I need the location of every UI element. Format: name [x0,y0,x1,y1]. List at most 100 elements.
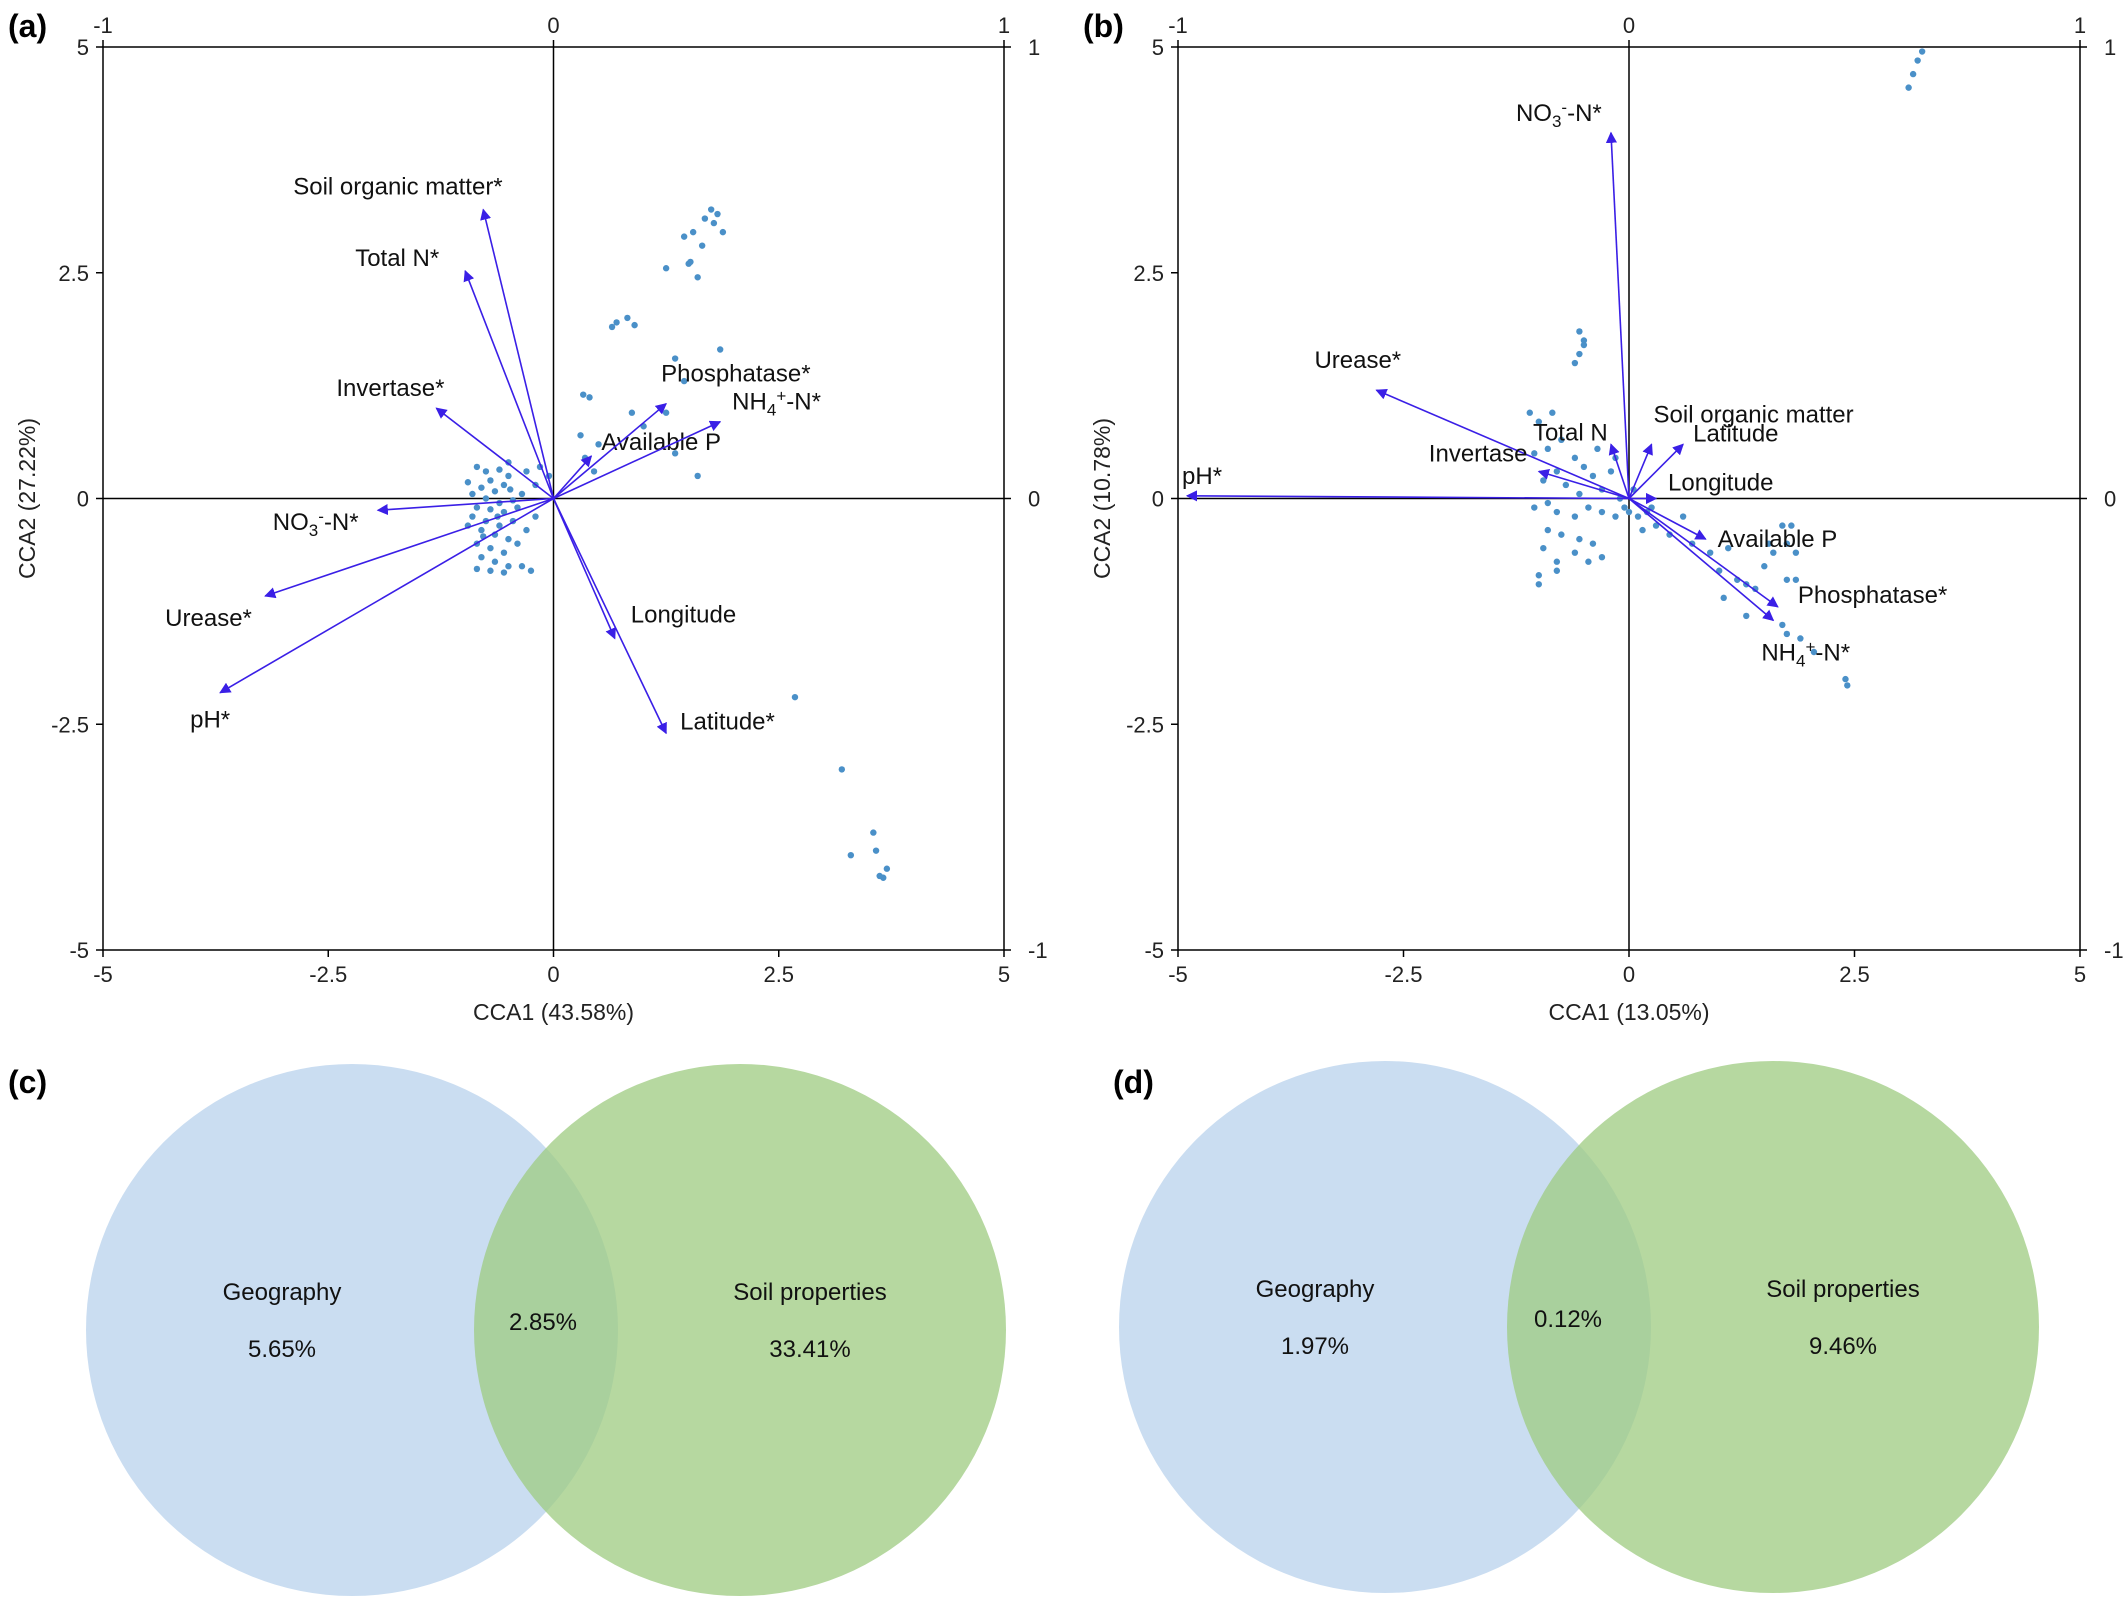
sample-point [671,355,679,362]
sample-point [1783,630,1791,638]
geography-value: 5.65% [248,1336,316,1363]
sample-point [505,472,512,480]
y-tick-label: 2.5 [1133,261,1164,286]
vector-label: Soil organic matter [1654,401,1854,428]
y-axis-title: CCA2 (27.22%) [14,418,40,579]
sample-point [1598,553,1606,561]
panel-label: (d) [1113,1064,1154,1100]
sample-point [1589,540,1597,547]
sample-point [1918,48,1926,55]
sample-point [505,535,512,543]
soil-properties-value: 9.46% [1809,1333,1877,1360]
soil-properties-value: 33.41% [769,1336,850,1363]
panel-label: (c) [8,1064,47,1100]
vector-arrow [552,498,616,640]
sample-point [482,468,490,475]
vector-label: Urease* [1314,347,1401,374]
sample-point [1580,463,1588,471]
x-tick-label: 2.5 [1839,962,1870,987]
vector-arrow [552,455,593,500]
sample-point [500,549,508,556]
sample-point [464,479,472,486]
sample-point [1571,359,1579,367]
sample-point [847,851,855,859]
vector-label: Invertase* [336,375,444,402]
sample-point [1844,682,1851,689]
y-tick-label: 2.5 [58,261,89,286]
sample-point [586,394,593,401]
y-tick-label: 5 [1152,35,1164,60]
sample-point [1576,490,1583,498]
sample-point [478,484,485,491]
sample-point [469,490,476,498]
sample-point [880,874,887,881]
sample-point [473,565,481,573]
overlap-value: 2.85% [509,1309,577,1336]
sample-point [1779,522,1786,529]
vector-arrow [1185,490,1630,502]
sample-point [1553,567,1561,574]
sample-point [473,504,481,511]
x-tick-label: -2.5 [1385,962,1423,987]
sample-point [496,466,503,473]
vector-arrow [376,497,554,516]
sample-point [1544,499,1552,507]
sample-point [590,468,598,475]
y-tick-label: 5 [77,35,89,60]
sample-point [662,265,670,272]
sample-point [671,450,679,457]
sample-point [1783,576,1791,583]
sample-point [870,829,877,836]
sample-point [1571,549,1579,556]
y-tick-label: -5 [1144,938,1164,963]
soil-properties-label: Soil properties [1766,1276,1919,1303]
cca-plot-a: -5 -2.5 0 2.5 5 5 2.5 0 -2.5 -5 -1 0 11 0 -1 CCA1 (43.5… [8,8,1048,1025]
vector-label: Longitude [1668,470,1773,497]
sample-point [707,206,715,213]
vector-arrow [553,420,722,500]
sample-point [505,563,512,570]
sample-point [1792,576,1800,583]
x-tick-label: -2.5 [309,962,347,987]
sample-point [1788,522,1795,529]
vector-arrow [1628,497,1775,622]
geography-label: Geography [1256,1276,1375,1303]
vector-arrow [1628,443,1653,499]
sample-point [1810,648,1818,656]
sample-point [1544,526,1552,534]
sample-point [1535,581,1543,588]
x-tick-label: -5 [93,962,113,987]
vector-label: pH* [1182,463,1222,490]
vector-label: NO3--N* [1516,98,1602,131]
vector-arrow [435,407,554,500]
sample-point [1720,594,1727,602]
sample-point [487,567,494,574]
vector-label: Phosphatase* [1798,582,1947,609]
sample-point [687,258,694,266]
y-tick-label: 0 [77,487,89,512]
sample-point [527,567,535,574]
sample-point [500,508,508,516]
sample-point [487,506,494,513]
sample-point [613,319,620,326]
vector-arrow [552,402,667,500]
vector-label: pH* [190,707,230,734]
panel-label: (a) [8,8,47,44]
soil-properties-label: Soil properties [733,1279,886,1306]
sample-point [1783,540,1791,547]
sample-point [500,481,508,489]
sample-point [1761,563,1768,570]
x-tick-label: 5 [998,962,1010,987]
vector-label: NH4+-N* [732,387,821,420]
right-tick-label: 1 [1028,35,1040,60]
sample-point [1576,350,1583,358]
vector-arrow [480,208,555,499]
sample-point [1598,508,1606,516]
y-tick-label: -2.5 [1126,712,1164,737]
sample-point [523,526,530,534]
sample-point [1792,549,1800,556]
top-tick-label: 0 [1623,13,1635,38]
sample-point [838,766,846,773]
sample-point [1589,472,1597,480]
